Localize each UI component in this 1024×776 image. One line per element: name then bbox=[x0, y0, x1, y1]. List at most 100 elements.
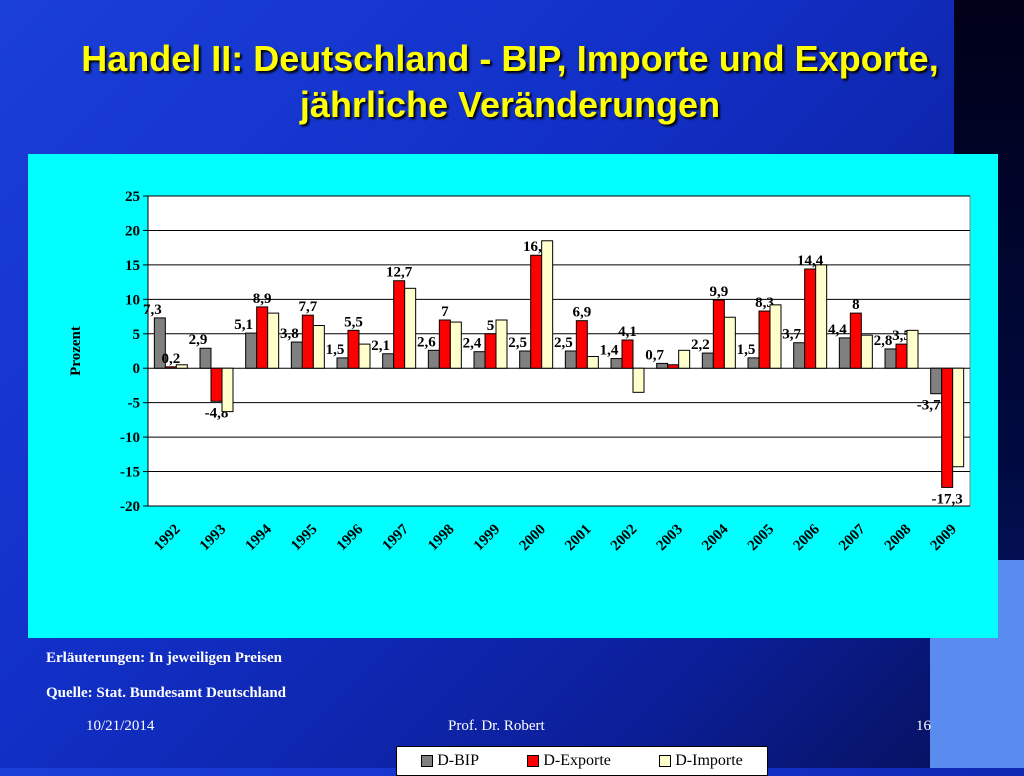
data-label: -17,3 bbox=[932, 491, 963, 507]
bar-d-bip bbox=[747, 357, 760, 369]
data-label: 12,7 bbox=[386, 265, 413, 281]
y-tick-label: 0 bbox=[133, 361, 141, 377]
bar-d-exporte bbox=[484, 333, 497, 369]
data-label: 5,1 bbox=[234, 317, 253, 333]
x-tick-label: 1994 bbox=[242, 521, 275, 554]
bar-d-importe bbox=[815, 264, 828, 369]
bar-d-importe bbox=[221, 367, 234, 413]
bar-d-importe bbox=[495, 319, 508, 369]
x-tick-label: 1997 bbox=[379, 521, 412, 554]
x-tick-label: 2006 bbox=[790, 521, 823, 554]
x-tick-label: 1993 bbox=[197, 522, 230, 555]
bar-d-exporte bbox=[941, 367, 954, 488]
data-label: 1,4 bbox=[600, 343, 619, 359]
legend-swatch-bip bbox=[421, 755, 434, 767]
bar-d-bip bbox=[290, 341, 303, 369]
y-tick-label: -15 bbox=[120, 465, 140, 481]
bar-d-importe bbox=[906, 329, 919, 369]
x-tick-label: 1992 bbox=[151, 522, 184, 555]
data-label: 8,9 bbox=[253, 291, 272, 307]
x-tick-label: 2003 bbox=[653, 522, 686, 555]
bar-d-bip bbox=[245, 332, 258, 369]
bar-d-importe bbox=[952, 367, 965, 468]
bar-d-importe bbox=[312, 325, 325, 369]
bar-d-exporte bbox=[712, 299, 725, 369]
x-tick-label: 1995 bbox=[288, 522, 321, 555]
bar-chart: 25 20 15 10 5 0 -5 -10 -15 -20 Prozent 7,3 0,2 1992 2,… bbox=[68, 189, 971, 555]
bar-d-bip bbox=[519, 350, 532, 369]
bar-d-exporte bbox=[758, 310, 771, 369]
bar-d-exporte bbox=[256, 306, 269, 369]
bar-d-importe bbox=[358, 343, 371, 369]
data-label: 2,5 bbox=[554, 335, 573, 351]
data-label: 4,1 bbox=[618, 324, 637, 340]
bar-d-bip bbox=[610, 358, 623, 369]
bar-d-importe bbox=[586, 356, 599, 369]
bar-d-bip bbox=[884, 348, 897, 369]
bar-d-bip bbox=[427, 349, 440, 369]
bar-d-bip bbox=[153, 317, 166, 369]
x-tick-label: 2000 bbox=[516, 522, 549, 555]
bar-d-exporte bbox=[667, 364, 680, 369]
bar-d-exporte bbox=[849, 312, 862, 369]
bar-d-exporte bbox=[347, 329, 360, 369]
data-label: 2,4 bbox=[463, 336, 482, 352]
slide-title: Handel II: Deutschland - BIP, Importe un… bbox=[81, 38, 939, 125]
bar-d-exporte bbox=[895, 343, 908, 369]
y-tick-label: 20 bbox=[125, 223, 140, 239]
bar-d-bip bbox=[473, 351, 486, 369]
legend-label-importe: D-Importe bbox=[675, 752, 743, 769]
bar-d-bip bbox=[701, 352, 714, 369]
bar-d-exporte bbox=[393, 280, 406, 369]
data-label: 7 bbox=[441, 304, 449, 320]
data-label: 8,3 bbox=[755, 295, 774, 311]
x-tick-label: 2001 bbox=[562, 522, 595, 555]
data-label: -3,7 bbox=[917, 398, 941, 414]
data-label: 2,5 bbox=[508, 335, 527, 351]
bar-d-exporte bbox=[164, 366, 177, 369]
footer-page-number: 16 bbox=[916, 718, 931, 734]
legend-item-bip: D-BIP bbox=[421, 752, 479, 770]
footer-author: Prof. Dr. Robert bbox=[448, 718, 545, 734]
bar-d-bip bbox=[199, 347, 212, 369]
chart-area: 25 20 15 10 5 0 -5 -10 -15 -20 Prozent 7,3 0,2 1992 2,… bbox=[28, 154, 998, 776]
y-axis-label: Prozent bbox=[68, 326, 84, 376]
data-label: 1,5 bbox=[326, 342, 345, 358]
data-label: 5 bbox=[487, 318, 495, 334]
bar-d-bip bbox=[930, 367, 943, 395]
x-tick-label: 1996 bbox=[334, 521, 367, 554]
bar-d-importe bbox=[769, 304, 782, 369]
data-label: 2,6 bbox=[417, 334, 436, 350]
bar-d-importe bbox=[541, 240, 554, 369]
data-label: 9,9 bbox=[709, 284, 728, 300]
data-label: 1,5 bbox=[737, 342, 756, 358]
x-tick-label: 2002 bbox=[608, 522, 641, 555]
bar-d-bip bbox=[838, 337, 851, 369]
y-tick-label: 15 bbox=[125, 258, 140, 274]
bar-d-bip bbox=[564, 350, 577, 369]
bar-d-exporte bbox=[575, 320, 588, 369]
data-label: 0,2 bbox=[161, 351, 180, 367]
legend-item-exporte: D-Exporte bbox=[527, 752, 611, 770]
bar-d-bip bbox=[382, 353, 395, 369]
bar-d-importe bbox=[404, 287, 417, 369]
x-tick-label: 1998 bbox=[425, 522, 458, 555]
source-note: Quelle: Stat. Bundesamt Deutschland bbox=[46, 685, 287, 701]
data-label: 8 bbox=[852, 297, 860, 313]
bar-d-importe bbox=[267, 312, 280, 369]
bar-d-exporte bbox=[621, 339, 634, 369]
x-tick-label: 1999 bbox=[471, 522, 504, 555]
y-tick-label: -5 bbox=[128, 396, 141, 412]
chart-legend: D-BIP D-Exporte D-Importe bbox=[396, 746, 768, 776]
bar-d-exporte bbox=[438, 319, 451, 369]
data-label: 3,7 bbox=[782, 327, 801, 343]
bar-d-importe bbox=[449, 321, 462, 369]
bar-d-bip bbox=[793, 342, 806, 369]
data-label: 7,3 bbox=[143, 302, 162, 318]
x-tick-label: 2009 bbox=[927, 522, 960, 555]
legend-swatch-exporte bbox=[527, 755, 540, 767]
y-tick-label: -20 bbox=[120, 499, 140, 515]
x-tick-label: 2008 bbox=[882, 522, 915, 555]
data-label: 0,7 bbox=[645, 347, 664, 363]
x-tick-label: 2007 bbox=[836, 521, 869, 554]
